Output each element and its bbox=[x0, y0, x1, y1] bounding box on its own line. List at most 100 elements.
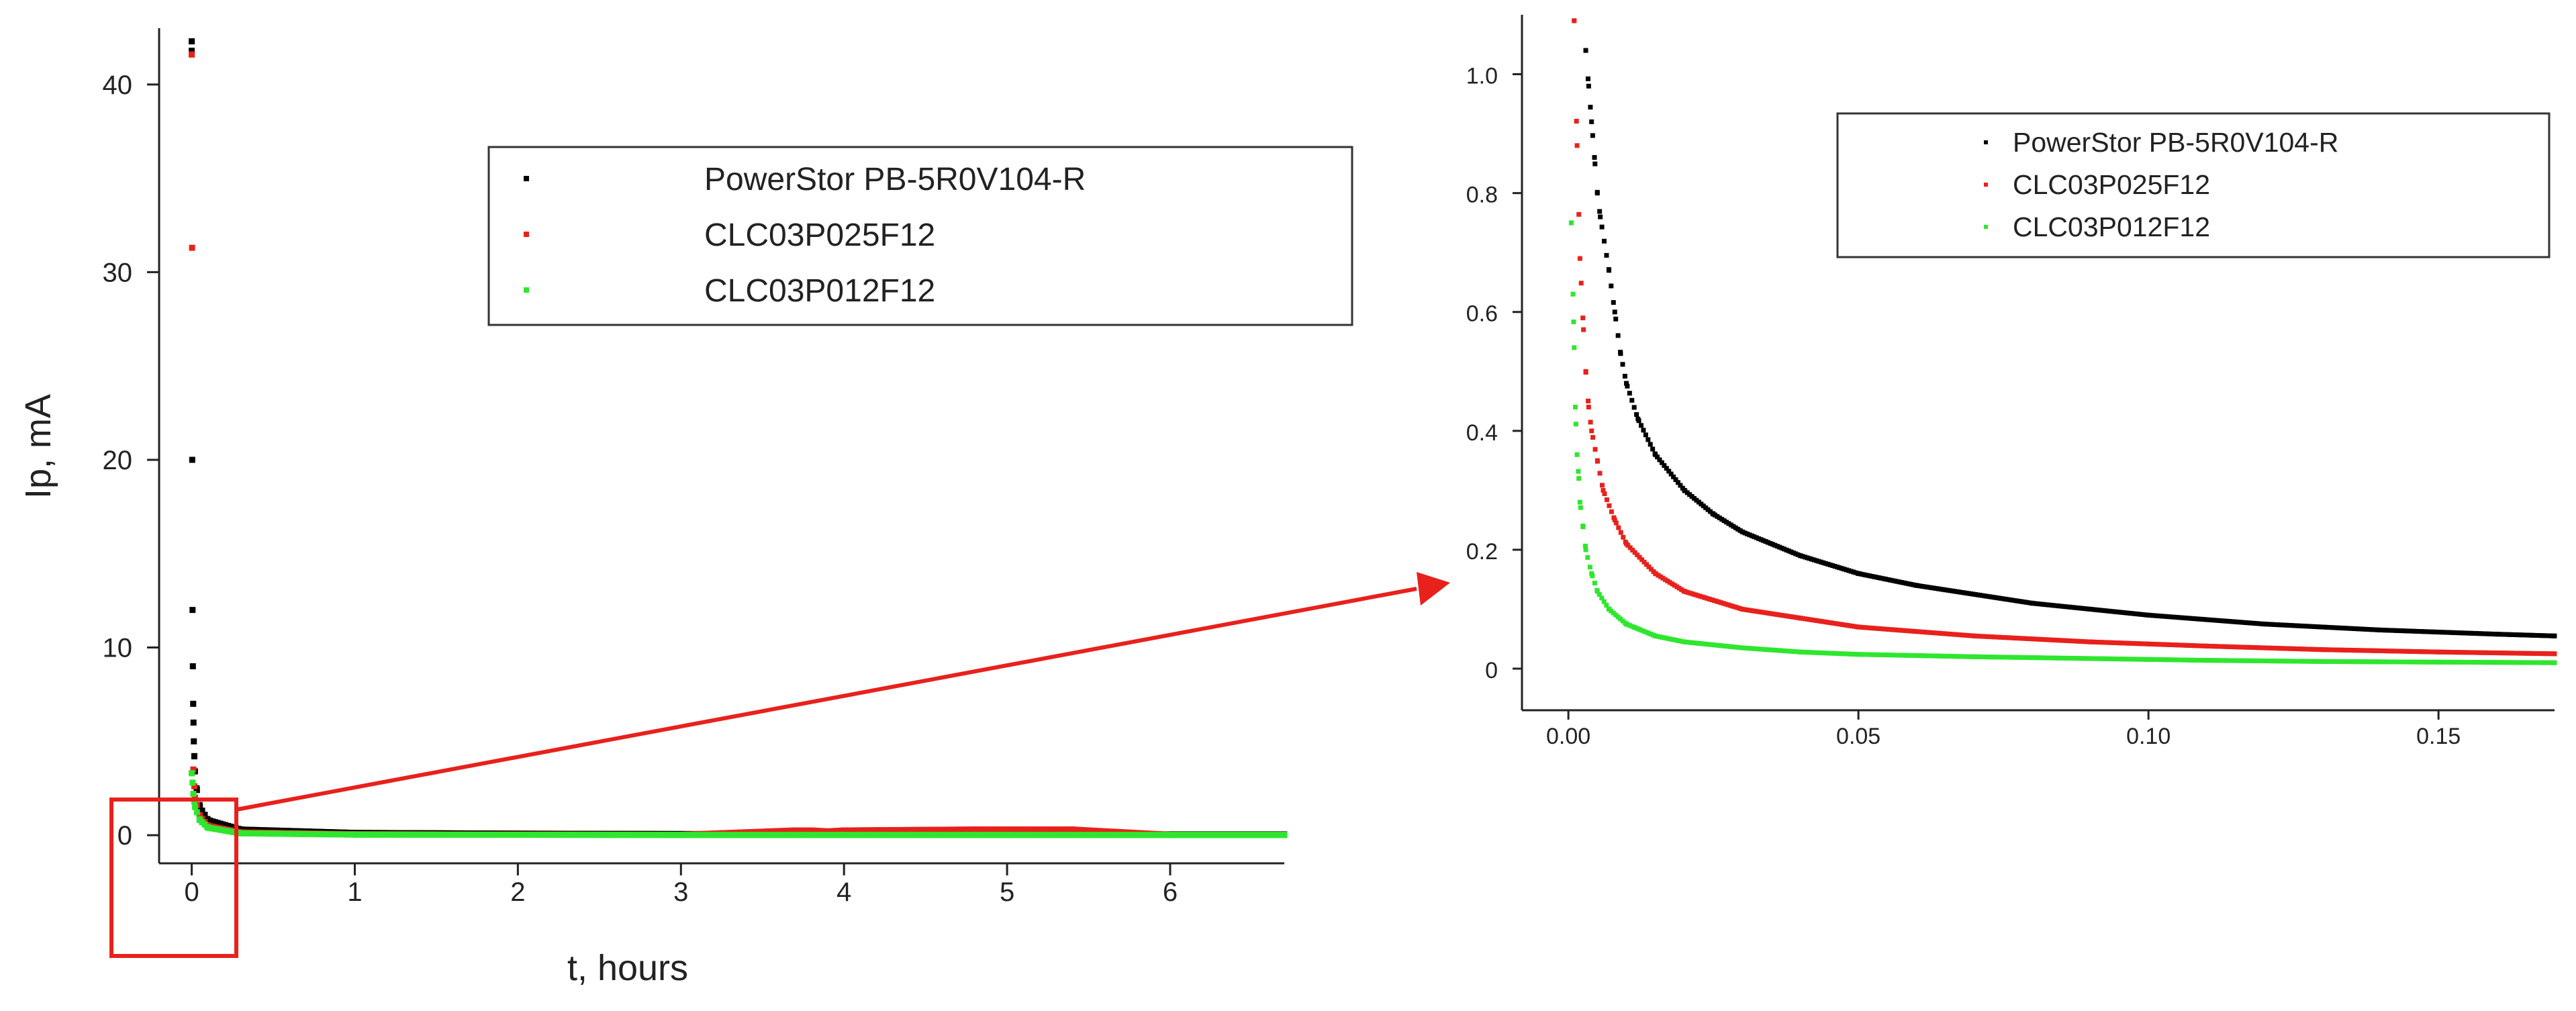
left-x-tick-label: 6 bbox=[1163, 877, 1178, 907]
right-y-tick-label: 0.8 bbox=[1466, 183, 1498, 208]
right-data-point bbox=[1634, 412, 1639, 417]
right-data-point bbox=[1572, 404, 1578, 410]
left-data-point bbox=[189, 48, 195, 54]
left-x-axis-title: t, hours bbox=[567, 948, 688, 988]
right-data-point bbox=[1621, 534, 1626, 540]
zoom-highlight-box bbox=[109, 798, 238, 958]
left-x-ticks: 0 1 2 3 4 5 6 bbox=[184, 863, 1178, 907]
right-data-point bbox=[1630, 547, 1635, 552]
right-data-point bbox=[1613, 316, 1619, 322]
right-data-point bbox=[1583, 48, 1588, 53]
right-data-point bbox=[1657, 457, 1662, 463]
right-data-point bbox=[1662, 463, 1667, 468]
right-data-point bbox=[1574, 452, 1580, 457]
right-data-point bbox=[1612, 518, 1617, 523]
right-data-point bbox=[1594, 189, 1600, 195]
right-data-point bbox=[1659, 460, 1664, 465]
left-y-tick-label: 20 bbox=[103, 446, 133, 475]
left-data-point bbox=[201, 812, 208, 818]
right-data-point bbox=[1588, 105, 1593, 110]
right-data-point bbox=[1609, 509, 1614, 514]
right-data-point bbox=[1609, 283, 1614, 289]
left-x-tick-label: 0 bbox=[184, 877, 199, 907]
right-data-point bbox=[1597, 471, 1603, 476]
right-data-point bbox=[1586, 83, 1591, 89]
left-data-point bbox=[189, 607, 196, 614]
right-data-point bbox=[1576, 476, 1582, 481]
right-series-1 bbox=[1572, 18, 2557, 657]
right-data-point bbox=[1627, 391, 1632, 396]
right-data-point bbox=[2552, 633, 2557, 638]
left-data-point bbox=[191, 783, 197, 789]
left-legend-label-clc03p025f12: CLC03P025F12 bbox=[704, 218, 935, 253]
left-data-point bbox=[189, 51, 195, 58]
left-series-2 bbox=[189, 770, 1288, 838]
right-data-point bbox=[1637, 555, 1642, 560]
left-data-point bbox=[193, 787, 200, 793]
right-legend-box bbox=[1836, 112, 2550, 258]
right-data-point bbox=[1578, 281, 1584, 286]
left-data-point bbox=[193, 809, 200, 816]
right-data-point bbox=[1664, 466, 1669, 471]
right-data-point bbox=[1624, 381, 1629, 386]
left-data-point bbox=[190, 700, 197, 707]
right-data-point bbox=[1671, 474, 1676, 479]
right-legend: PowerStor PB-5R0V104-R CLC03P025F12 CLC0… bbox=[1836, 112, 2550, 258]
left-legend-marker-clc03p025f12 bbox=[524, 232, 529, 237]
right-data-point bbox=[1577, 499, 1582, 505]
right-data-point bbox=[1581, 327, 1586, 332]
right-legend-marker-clc03p012f12 bbox=[1984, 225, 1988, 229]
right-data-point bbox=[1604, 497, 1609, 502]
right-data-point bbox=[1623, 539, 1628, 544]
right-x-tick-label: 0.00 bbox=[1546, 724, 1590, 749]
right-y-tick-label: 0.4 bbox=[1466, 420, 1498, 446]
right-y-tick-label: 0.2 bbox=[1466, 539, 1498, 565]
left-data-point bbox=[191, 738, 197, 744]
right-data-point bbox=[1586, 404, 1591, 410]
left-data-point bbox=[189, 663, 196, 669]
right-data-point bbox=[1590, 573, 1595, 579]
right-data-point bbox=[1576, 469, 1581, 474]
left-x-tick-label: 5 bbox=[1000, 877, 1014, 907]
right-legend-label-clc03p012f12: CLC03P012F12 bbox=[2013, 211, 2210, 242]
right-data-point bbox=[1577, 256, 1582, 261]
right-data-point bbox=[1611, 515, 1617, 520]
right-data-point bbox=[1607, 503, 1612, 508]
right-data-point bbox=[1568, 220, 1574, 226]
right-data-point bbox=[1678, 483, 1683, 488]
right-data-point bbox=[1572, 345, 1577, 350]
right-series-2 bbox=[1568, 220, 2557, 665]
left-legend: PowerStor PB-5R0V104-R CLC03P025F12 CLC0… bbox=[487, 146, 1353, 326]
right-data-point bbox=[1622, 373, 1627, 379]
left-data-point bbox=[190, 766, 197, 773]
right-data-point bbox=[1644, 562, 1650, 567]
right-data-point bbox=[1583, 547, 1588, 552]
left-data-point bbox=[189, 38, 195, 45]
right-series-0 bbox=[1583, 48, 2557, 638]
right-data-point bbox=[1589, 428, 1594, 434]
left-legend-marker-powerstor bbox=[524, 176, 529, 181]
right-data-point bbox=[1589, 571, 1594, 576]
left-data-point bbox=[189, 770, 195, 777]
left-legend-marker-clc03p012f12 bbox=[524, 287, 529, 293]
right-data-point bbox=[1646, 564, 1652, 569]
right-data-point bbox=[1613, 520, 1619, 526]
right-data-point bbox=[1597, 209, 1603, 214]
right-data-point bbox=[1668, 471, 1674, 477]
zoom-arrow-line bbox=[236, 587, 1417, 812]
right-data-point bbox=[2552, 651, 2557, 657]
right-data-point bbox=[1592, 581, 1597, 586]
right-data-point bbox=[1625, 383, 1630, 389]
right-y-ticks: 0 0.2 0.4 0.6 0.8 1.0 bbox=[1466, 64, 1522, 683]
left-y-tick-label: 10 bbox=[103, 634, 133, 663]
right-data-point bbox=[1574, 143, 1580, 148]
right-x-tick-label: 0.05 bbox=[1836, 724, 1880, 749]
right-data-point bbox=[1645, 437, 1651, 442]
right-data-point bbox=[1596, 591, 1602, 597]
right-data-point bbox=[1635, 552, 1640, 558]
right-data-point bbox=[1639, 557, 1645, 563]
right-data-point bbox=[1578, 505, 1583, 510]
zoomed-current-chart: 0.00 0.05 0.10 0.15 0 0.2 0.4 0.6 0.8 1.0 PowerS… bbox=[1466, 15, 2557, 749]
right-data-point bbox=[1648, 567, 1654, 572]
